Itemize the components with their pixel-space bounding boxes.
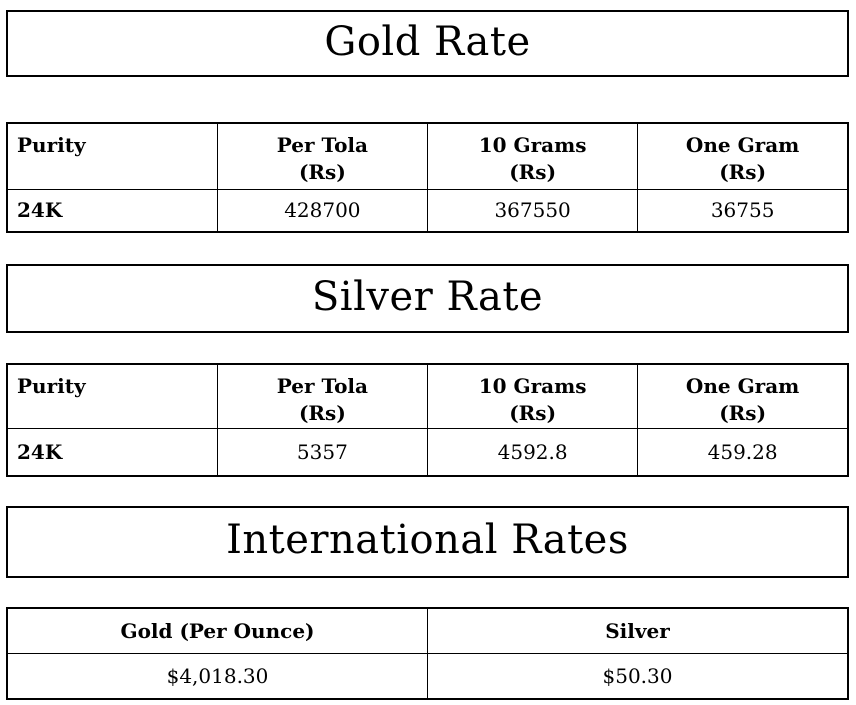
silver-header-one-gram-line2: (Rs) <box>719 401 767 425</box>
silver-table-data-row: 24K 5357 4592.8 459.28 <box>6 427 849 477</box>
silver-header-ten-grams-line1: 10 Grams <box>478 374 587 398</box>
gold-one-gram-value: 36755 <box>637 188 849 233</box>
silver-header-one-gram: One Gram (Rs) <box>637 363 849 429</box>
gold-header-one-gram-line2: (Rs) <box>719 160 767 184</box>
silver-per-tola-value: 5357 <box>216 427 429 477</box>
international-silver-value: $50.30 <box>427 652 849 700</box>
gold-header-purity: Purity <box>6 122 218 190</box>
international-table-data-row: $4,018.30 $50.30 <box>6 652 849 700</box>
international-rates-table: Gold (Per Ounce) Silver $4,018.30 $50.30 <box>6 607 849 700</box>
silver-table-header-row: Purity Per Tola (Rs) 10 Grams (Rs) One G… <box>6 363 849 429</box>
gold-rate-title-box: Gold Rate <box>6 10 849 77</box>
gold-ten-grams-value: 367550 <box>426 188 639 233</box>
international-header-silver: Silver <box>427 607 849 654</box>
gold-header-per-tola: Per Tola (Rs) <box>216 122 429 190</box>
gold-table-header-row: Purity Per Tola (Rs) 10 Grams (Rs) One G… <box>6 122 849 190</box>
gold-header-per-tola-line1: Per Tola <box>276 133 368 157</box>
silver-header-purity-label: Purity <box>17 374 86 398</box>
gold-header-ten-grams-line1: 10 Grams <box>478 133 587 157</box>
silver-rate-table: Purity Per Tola (Rs) 10 Grams (Rs) One G… <box>6 363 849 477</box>
gold-per-tola-value: 428700 <box>216 188 429 233</box>
international-table-header-row: Gold (Per Ounce) Silver <box>6 607 849 654</box>
silver-header-per-tola: Per Tola (Rs) <box>216 363 429 429</box>
international-rates-title: International Rates <box>226 517 629 563</box>
silver-header-one-gram-line1: One Gram <box>685 374 800 398</box>
gold-header-ten-grams: 10 Grams (Rs) <box>426 122 639 190</box>
gold-rate-title: Gold Rate <box>324 18 531 65</box>
silver-header-ten-grams: 10 Grams (Rs) <box>426 363 639 429</box>
gold-table-data-row: 24K 428700 367550 36755 <box>6 188 849 233</box>
silver-rate-title-box: Silver Rate <box>6 264 849 333</box>
silver-one-gram-value: 459.28 <box>637 427 849 477</box>
international-rates-title-box: International Rates <box>6 506 849 578</box>
silver-header-per-tola-line2: (Rs) <box>298 401 346 425</box>
gold-header-ten-grams-line2: (Rs) <box>509 160 557 184</box>
gold-header-one-gram: One Gram (Rs) <box>637 122 849 190</box>
gold-header-purity-label: Purity <box>17 133 86 157</box>
silver-ten-grams-value: 4592.8 <box>426 427 639 477</box>
gold-purity-value: 24K <box>6 188 218 233</box>
silver-purity-value: 24K <box>6 427 218 477</box>
silver-header-purity: Purity <box>6 363 218 429</box>
silver-rate-title: Silver Rate <box>311 273 544 320</box>
silver-header-per-tola-line1: Per Tola <box>276 374 368 398</box>
gold-header-per-tola-line2: (Rs) <box>298 160 346 184</box>
gold-header-one-gram-line1: One Gram <box>685 133 800 157</box>
international-gold-value: $4,018.30 <box>6 652 428 700</box>
gold-rate-table: Purity Per Tola (Rs) 10 Grams (Rs) One G… <box>6 122 849 233</box>
silver-header-ten-grams-line2: (Rs) <box>509 401 557 425</box>
international-header-gold: Gold (Per Ounce) <box>6 607 428 654</box>
